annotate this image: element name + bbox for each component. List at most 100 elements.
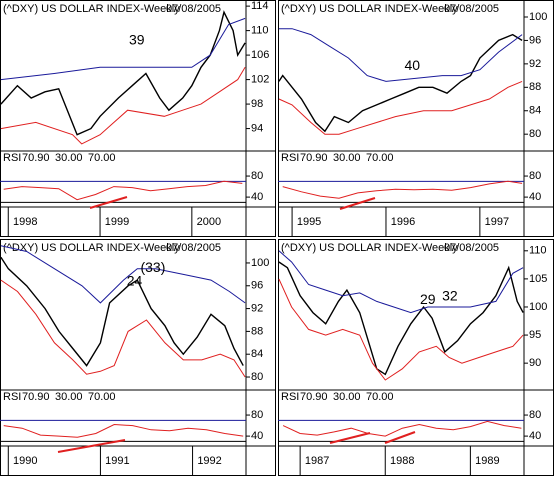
rsi-y-tick-label: 40 (251, 191, 263, 203)
y-tick-label: 90 (529, 357, 541, 369)
y-tick-label: 96 (529, 34, 541, 46)
y-tick-label: 94 (251, 122, 263, 134)
rsi-name: RSI (281, 391, 299, 403)
band-line (278, 278, 524, 381)
panel-frame (0, 239, 276, 476)
rsi-name: RSI (3, 152, 21, 164)
x-tick-label: 1995 (297, 216, 321, 228)
annotation: 39 (129, 32, 145, 48)
x-tick-label: 1997 (485, 216, 509, 228)
x-tick-label: 1988 (390, 455, 414, 467)
y-tick-label: 92 (251, 302, 263, 314)
price-line (278, 261, 524, 376)
rsi-level-label: 70.00 (88, 152, 116, 164)
y-tick-label: 80 (251, 371, 263, 383)
y-tick-label: 88 (529, 81, 541, 93)
rsi-line (282, 420, 522, 437)
panel-frame (0, 0, 276, 237)
rsi-current: 70.90 (300, 152, 328, 164)
rsi-current: 70.90 (300, 391, 328, 403)
chart-date: 07/08/2005 (166, 242, 221, 254)
band-line (0, 17, 246, 81)
chart-title: (^DXY) US DOLLAR INDEX-Weekly (281, 3, 458, 15)
rsi-y-tick-label: 80 (251, 409, 263, 421)
rsi-level-label: 70.00 (366, 152, 394, 164)
y-tick-label: 88 (251, 325, 263, 337)
chart-title: (^DXY) US DOLLAR INDEX-Weekly (281, 242, 458, 254)
annotation: 32 (442, 288, 458, 304)
band-line (0, 279, 246, 378)
y-tick-label: 100 (251, 257, 269, 269)
chart-title: (^DXY) US DOLLAR INDEX-Weekly (3, 242, 180, 254)
y-tick-label: 98 (251, 98, 263, 110)
rsi-name: RSI (281, 152, 299, 164)
band-line (278, 28, 523, 82)
y-tick-label: 80 (529, 128, 541, 140)
y-tick-label: 106 (251, 49, 269, 61)
y-tick-label: 100 (529, 11, 547, 23)
chart-date: 07/08/2005 (166, 3, 221, 15)
y-tick-label: 110 (251, 25, 269, 37)
x-tick-label: 1992 (197, 455, 221, 467)
rsi-y-tick-label: 40 (251, 430, 263, 442)
x-tick-label: 2000 (197, 216, 221, 228)
rsi-level-label: 70.00 (88, 391, 116, 403)
rsi-y-tick-label: 80 (251, 170, 263, 182)
trendline (89, 196, 128, 209)
trendline (329, 432, 371, 444)
chart-date: 07/08/2005 (444, 242, 499, 254)
rsi-level-label: 30.00 (333, 391, 361, 403)
annotation: (33) (140, 259, 165, 275)
annotation: 24 (127, 272, 143, 288)
trendline (384, 431, 416, 444)
price-line (278, 33, 523, 133)
rsi-line (3, 423, 244, 438)
rsi-level-label: 30.00 (333, 152, 361, 164)
y-tick-label: 92 (529, 58, 541, 70)
rsi-line (282, 180, 523, 199)
x-tick-label: 1999 (105, 216, 129, 228)
rsi-y-tick-label: 80 (529, 170, 541, 182)
y-tick-label: 105 (529, 273, 547, 285)
price-line (0, 256, 244, 367)
y-tick-label: 102 (251, 73, 269, 85)
chart-date: 07/08/2005 (444, 3, 499, 15)
chart-title: (^DXY) US DOLLAR INDEX-Weekly (3, 3, 180, 15)
rsi-name: RSI (3, 391, 21, 403)
band-line (0, 245, 246, 304)
rsi-level-label: 30.00 (55, 152, 83, 164)
y-tick-label: 84 (251, 348, 263, 360)
trendline (57, 439, 126, 453)
rsi-current: 70.90 (22, 152, 50, 164)
rsi-y-tick-label: 80 (529, 409, 541, 421)
rsi-level-label: 70.00 (366, 391, 394, 403)
x-tick-label: 1991 (105, 455, 129, 467)
band-line (0, 67, 246, 145)
rsi-line (3, 180, 243, 201)
x-tick-label: 1998 (13, 216, 37, 228)
rsi-current: 70.90 (22, 391, 50, 403)
y-tick-label: 110 (529, 245, 547, 257)
rsi-trendlines (57, 196, 416, 453)
annotation: 40 (404, 57, 420, 73)
x-tick-label: 1989 (475, 455, 499, 467)
x-tick-label: 1987 (305, 455, 329, 467)
rsi-level-label: 30.00 (55, 391, 83, 403)
y-tick-label: 100 (529, 301, 547, 313)
annotation: 29 (420, 291, 436, 307)
y-tick-label: 96 (251, 280, 263, 292)
band-line (278, 80, 523, 135)
band-line (278, 250, 524, 314)
x-tick-label: 1996 (391, 216, 415, 228)
trendline (339, 197, 376, 210)
y-tick-label: 114 (251, 0, 269, 12)
rsi-y-tick-label: 40 (529, 430, 541, 442)
rsi-y-tick-label: 40 (529, 191, 541, 203)
y-tick-label: 84 (529, 105, 541, 117)
